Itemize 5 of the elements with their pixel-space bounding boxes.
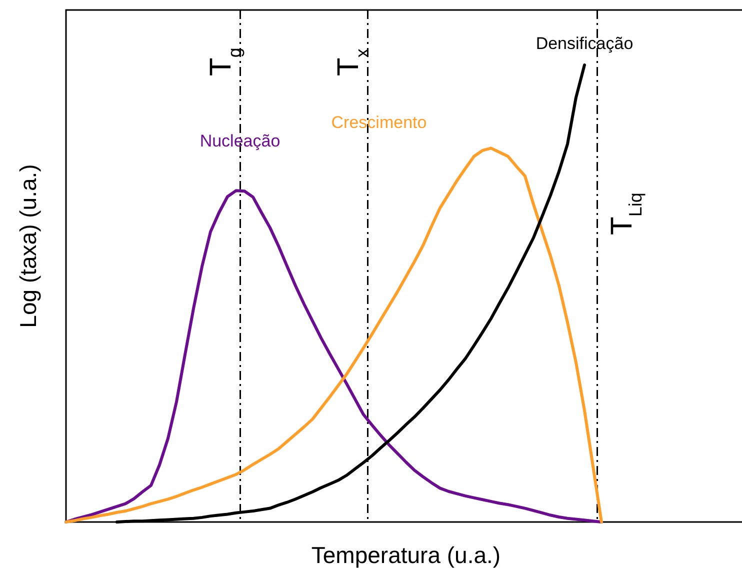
x-axis-title: Temperatura (u.a.) bbox=[311, 542, 501, 568]
series-label: Densificação bbox=[536, 34, 634, 53]
text: Crescimento bbox=[331, 113, 427, 132]
text: Nucleação bbox=[200, 132, 280, 151]
y-axis-title: Log (taxa) (u.a.) bbox=[15, 164, 41, 328]
